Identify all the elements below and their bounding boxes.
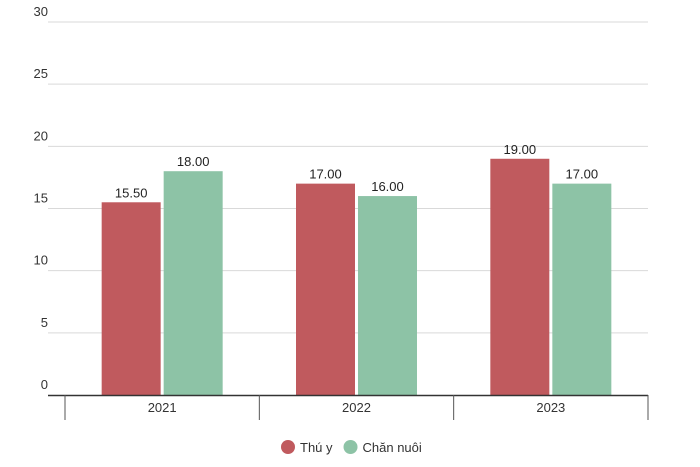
data-label-chăn-nuôi-2023: 17.00 [566,167,599,182]
y-tick-label-0: 0 [41,377,48,392]
legend-marker-thú-y[interactable] [281,440,295,454]
bar-thú-y-2022[interactable] [296,183,355,395]
y-tick-label-5: 5 [41,315,48,330]
legend-marker-chăn-nuôi[interactable] [343,440,358,454]
bar-chăn-nuôi-2023[interactable] [552,183,612,395]
x-tick-label-2021: 2021 [148,400,177,415]
data-label-thú-y-2022: 17.00 [309,167,342,182]
legend-label-chăn-nuôi[interactable]: Chăn nuôi [363,440,422,455]
data-label-chăn-nuôi-2021: 18.00 [177,154,210,169]
bar-thú-y-2021[interactable] [101,202,161,395]
bar-chăn-nuôi-2022[interactable] [358,196,417,395]
legend-label-thú-y[interactable]: Thú y [300,440,333,455]
bar-chăn-nuôi-2021[interactable] [163,171,223,395]
data-label-chăn-nuôi-2022: 16.00 [371,179,404,194]
y-tick-label-20: 20 [34,128,48,143]
y-tick-label-10: 10 [34,253,48,268]
y-tick-label-30: 30 [34,4,48,19]
y-axis-ticks: 0 5 10 15 20 25 30 [34,4,48,392]
data-label-thú-y-2023: 19.00 [504,142,537,157]
bars [101,158,612,395]
data-labels: 15.50 18.00 17.00 16.00 19.00 17.00 [115,142,598,201]
bar-thú-y-2023[interactable] [490,158,550,395]
x-tick-label-2022: 2022 [342,400,371,415]
data-label-thú-y-2021: 15.50 [115,185,148,200]
y-tick-label-15: 15 [34,191,48,206]
x-tick-label-2023: 2023 [536,400,565,415]
y-tick-label-25: 25 [34,66,48,81]
legend[interactable]: Thú y Chăn nuôi [281,440,422,455]
x-axis: 2021 2022 2023 [48,394,649,420]
